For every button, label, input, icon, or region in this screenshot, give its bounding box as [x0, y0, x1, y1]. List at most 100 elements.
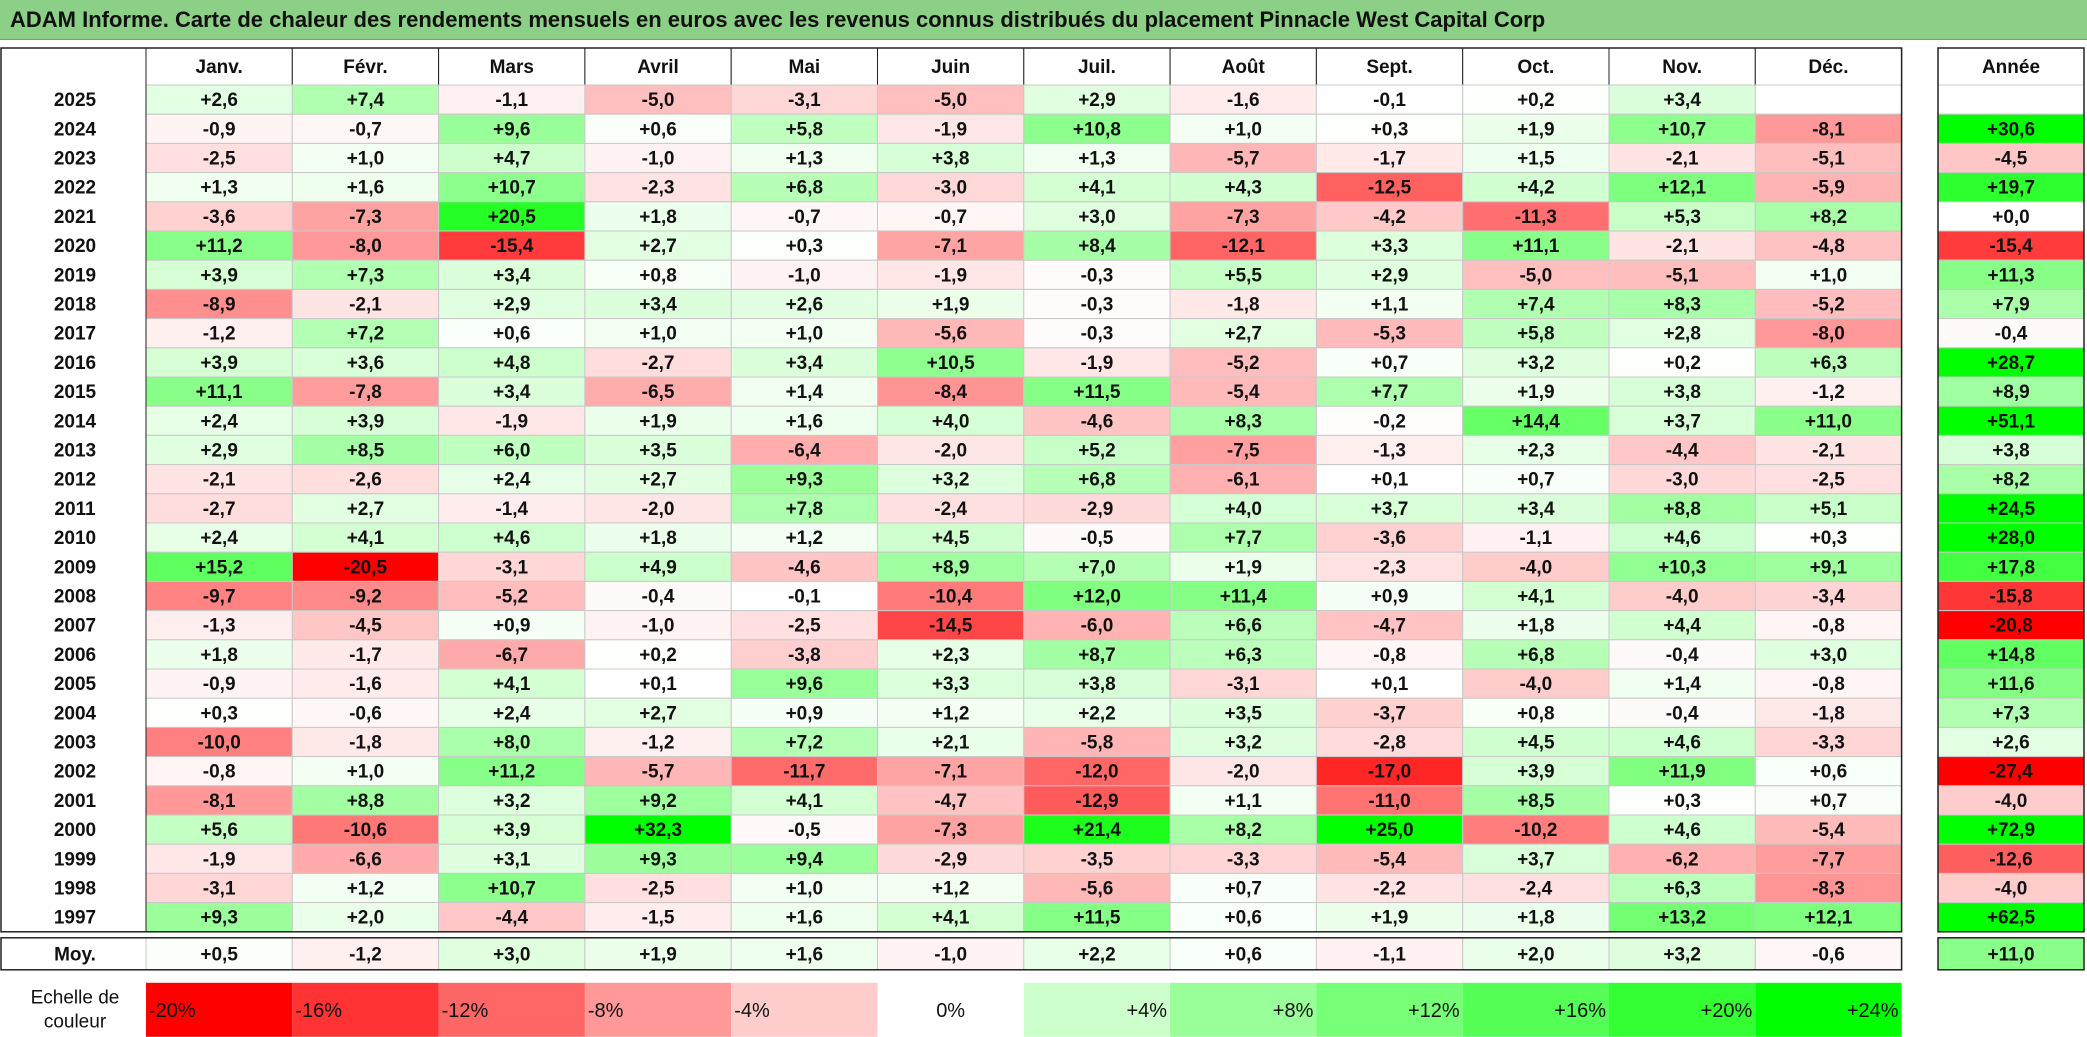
heatmap-cell-value: -2,7: [203, 499, 236, 520]
heatmap-cell-value: +9,3: [200, 908, 238, 929]
heatmap-cell: [1462, 668, 1610, 699]
heatmap-cell: [1023, 201, 1171, 232]
heatmap-cell: [1023, 551, 1171, 582]
annual-cell: [1937, 172, 2085, 203]
heatmap-cell-value: +5,8: [1517, 324, 1555, 345]
annual-cell: [1937, 84, 2085, 115]
heatmap-cell-value: -2,0: [642, 499, 675, 520]
heatmap-cell-value: +2,4: [200, 528, 238, 549]
heatmap-cell: [1754, 172, 1903, 203]
heatmap-cell-value: -4,4: [1666, 441, 1699, 462]
annual-cell: [1937, 288, 2085, 320]
heatmap-cell-value: +5,2: [1078, 441, 1116, 462]
heatmap-cell: [291, 872, 440, 904]
heatmap-cell-value: -6,0: [1081, 616, 1114, 637]
heatmap-cell-value: -0,6: [349, 703, 382, 724]
heatmap-cell: [1315, 902, 1464, 933]
heatmap-cell-value: +6,8: [786, 178, 824, 199]
heatmap-cell-value: -12,1: [1222, 236, 1266, 257]
heatmap-cell: [584, 347, 732, 378]
row-year-label: 2016: [54, 353, 96, 374]
heatmap-cell: [1608, 318, 1756, 349]
month-header-cell: [438, 47, 586, 86]
scale-swatch: [438, 982, 585, 1037]
annual-cell-value: -4,0: [1995, 791, 2028, 812]
heatmap-cell-value: +11,2: [488, 762, 535, 783]
heatmap-cell-value: -2,3: [642, 178, 675, 199]
heatmap-cell-value: +15,2: [195, 557, 243, 578]
annual-cell-value: -15,8: [1989, 587, 2032, 608]
heatmap-cell-value: +1,4: [1663, 674, 1701, 695]
heatmap-cell: [1169, 142, 1317, 174]
heatmap-cell: [291, 84, 440, 115]
heatmap-cell: [1754, 434, 1903, 466]
heatmap-cell-value: +4,1: [1078, 178, 1116, 199]
heatmap-cell: [877, 84, 1025, 115]
heatmap-cell-value: -1,0: [788, 265, 821, 286]
heatmap-cell-value: +7,8: [786, 499, 824, 520]
heatmap-cell-value: +9,2: [639, 791, 677, 812]
heatmap-cell: [1315, 580, 1464, 612]
heatmap-cell-value: -4,4: [495, 908, 528, 929]
heatmap-cell-value: +9,6: [493, 119, 531, 140]
heatmap-cell-value: +4,8: [493, 353, 531, 374]
heatmap-cell: [438, 726, 586, 758]
heatmap-cell: [1169, 756, 1317, 787]
heatmap-cell-value: -11,7: [783, 762, 825, 783]
annual-cell-value: +7,3: [1992, 703, 2030, 724]
heatmap-cell: [730, 434, 879, 466]
heatmap-cell-value: +3,9: [493, 820, 531, 841]
heatmap-cell-value: +4,1: [786, 791, 824, 812]
heatmap-cell-value: +2,0: [347, 908, 385, 929]
heatmap-cell-value: -2,5: [642, 879, 675, 900]
heatmap-cell-value: -4,7: [934, 791, 967, 812]
heatmap-cell-value: -8,0: [349, 236, 382, 257]
heatmap-cell-value: +6,3: [1663, 879, 1701, 900]
heatmap-cell-value: -1,0: [642, 149, 675, 170]
heatmap-cell: [1023, 756, 1171, 787]
heatmap-cell-value: +10,3: [1658, 557, 1706, 578]
heatmap-cell: [1754, 259, 1903, 290]
heatmap-cell: [730, 288, 879, 320]
heatmap-cell-value: -2,8: [1373, 733, 1406, 754]
month-header-label: Oct.: [1517, 57, 1554, 78]
heatmap-cell-value: +1,9: [1517, 119, 1555, 140]
annual-cell-value: +72,9: [1987, 820, 2035, 841]
heatmap-cell-value: +5,1: [1810, 499, 1848, 520]
heatmap-cell-value: -2,2: [1373, 879, 1406, 900]
heatmap-cell-value: +9,3: [786, 470, 824, 491]
heatmap-cell-value: +3,9: [200, 353, 238, 374]
heatmap-cell-value: -5,3: [1373, 324, 1406, 345]
row-year-label: 2020: [54, 236, 96, 257]
heatmap-cell-value: +2,7: [1224, 324, 1262, 345]
annual-cell: [1937, 843, 2085, 874]
month-header-cell: [1608, 47, 1756, 86]
heatmap-cell-value: +11,5: [1073, 908, 1120, 929]
heatmap-cell: [1315, 843, 1464, 874]
heatmap-cell-value: -8,1: [203, 791, 236, 812]
heatmap-cell: [877, 434, 1025, 466]
heatmap-cell-value: +11,1: [196, 382, 243, 403]
heatmap-cell-value: -0,7: [788, 207, 821, 228]
heatmap-cell-value: +6,3: [1810, 353, 1848, 374]
heatmap-cell-value: -0,5: [1081, 528, 1114, 549]
heatmap-cell-value: +1,6: [347, 178, 385, 199]
heatmap-cell-value: +2,7: [639, 470, 677, 491]
average-cell-value: -1,0: [934, 944, 967, 965]
heatmap-cell: [730, 113, 879, 144]
heatmap-cell: [1462, 872, 1610, 904]
heatmap-cell-value: +7,4: [347, 90, 385, 111]
heatmap-cell-value: +0,3: [1810, 528, 1848, 549]
heatmap-cell-value: -1,8: [1227, 295, 1260, 316]
heatmap-cell-value: -2,1: [203, 470, 236, 491]
annual-cell-value: +3,8: [1992, 441, 2030, 462]
annual-cell: [1937, 551, 2085, 582]
heatmap-cell: [877, 668, 1025, 699]
month-header-label: Févr.: [343, 57, 387, 78]
heatmap-cell: [877, 318, 1025, 349]
heatmap-cell: [584, 668, 732, 699]
heatmap-cell: [584, 726, 732, 758]
average-cell: [1169, 937, 1317, 971]
heatmap-cell-value: -0,2: [1373, 411, 1406, 432]
heatmap-cell-value: +3,2: [932, 470, 970, 491]
